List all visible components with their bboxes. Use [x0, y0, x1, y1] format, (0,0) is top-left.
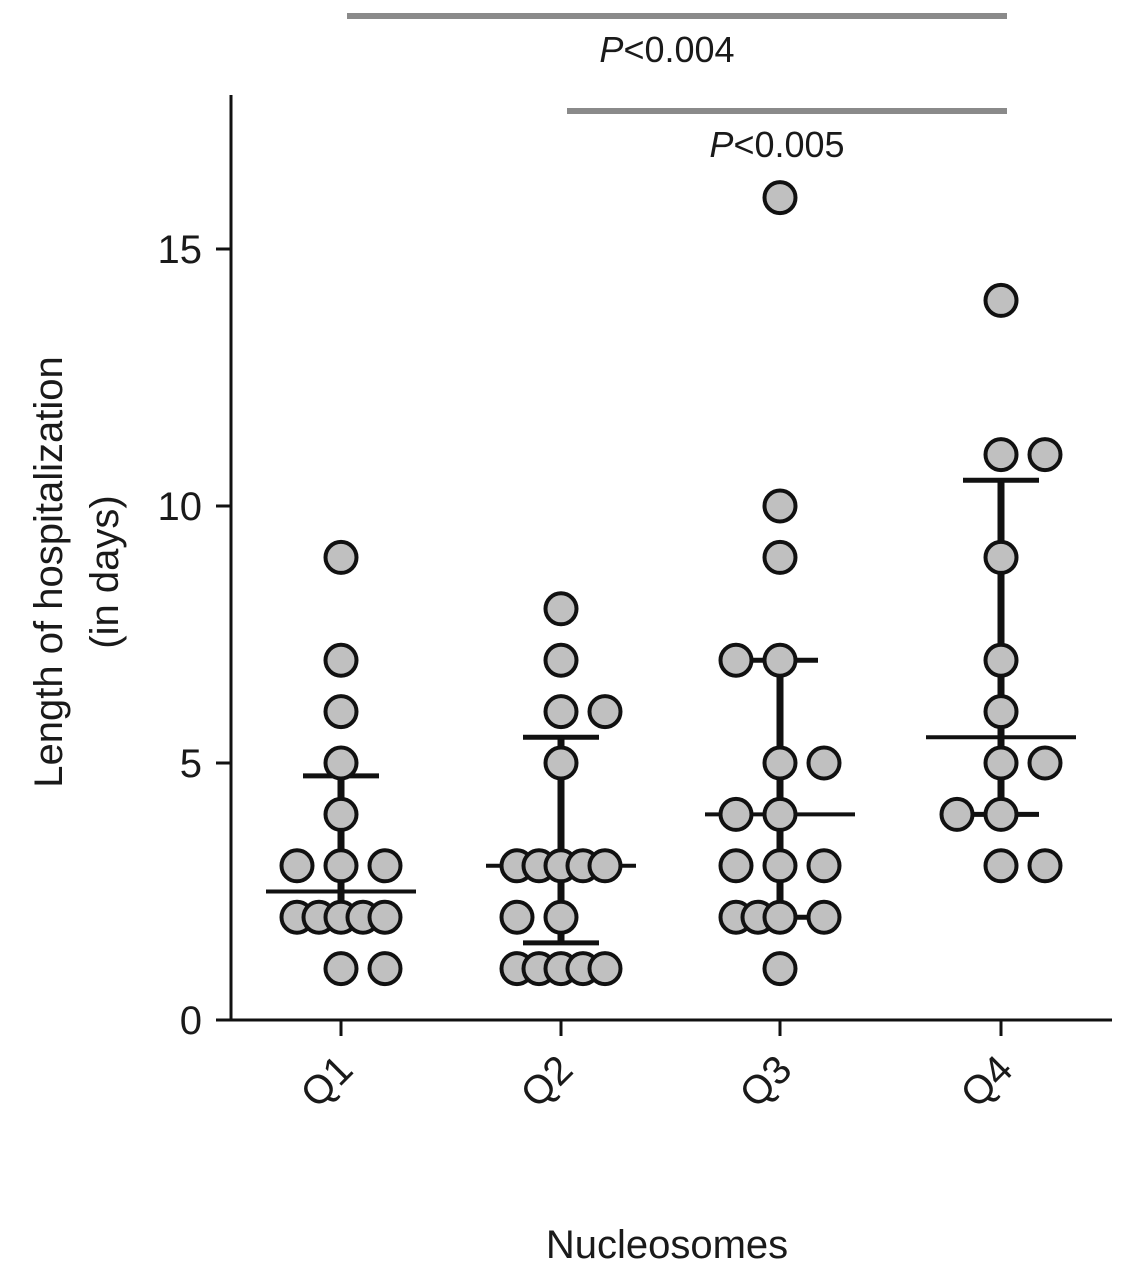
significance-q2-q4-label-value: <0.005 [733, 124, 844, 165]
data-point-q4-10 [983, 848, 1019, 884]
data-point-q4-8 [939, 796, 975, 832]
data-point-q3-5 [762, 745, 798, 781]
y-axis-title-line2: (in days) [83, 495, 127, 648]
data-point-q3-2 [762, 539, 798, 575]
data-point-q1-6 [323, 848, 359, 884]
y-tick-label-0: 0 [180, 999, 202, 1043]
y-tick-label-10: 10 [158, 485, 203, 529]
significance-q1-q4-label-value: <0.004 [623, 29, 734, 70]
x-axis-title: Nucleosomes [546, 1223, 788, 1267]
data-point-q1-13 [323, 951, 359, 987]
data-point-q4-4 [983, 642, 1019, 678]
data-point-q4-5 [983, 694, 1019, 730]
data-point-q1-1 [323, 642, 359, 678]
data-point-q2-3 [587, 694, 623, 730]
data-point-q3-7 [718, 796, 754, 832]
data-point-q4-9 [983, 796, 1019, 832]
y-tick-label-15: 15 [158, 228, 203, 272]
data-point-q3-15 [806, 899, 842, 935]
y-ticks: 0 5 10 15 [158, 228, 231, 1043]
data-point-q4-7 [1027, 745, 1063, 781]
data-point-q4-1 [983, 437, 1019, 473]
data-point-q3-10 [762, 848, 798, 884]
data-point-q2-9 [587, 848, 623, 884]
x-tick-label-q1: Q1 [293, 1047, 362, 1116]
data-point-q1-3 [323, 745, 359, 781]
data-point-q3-0 [762, 180, 798, 216]
data-point-q2-0 [543, 591, 579, 627]
data-points [279, 180, 1063, 987]
significance-q1-q4-label-p: P [599, 29, 623, 70]
data-point-q4-2 [1027, 437, 1063, 473]
data-point-q3-3 [718, 642, 754, 678]
data-point-q2-10 [499, 899, 535, 935]
data-point-q1-5 [279, 848, 315, 884]
data-point-q2-4 [543, 745, 579, 781]
data-point-q4-0 [983, 282, 1019, 318]
y-axis-title: Length of hospitalization (in days) [27, 356, 127, 787]
data-point-q3-4 [762, 642, 798, 678]
data-point-q1-2 [323, 694, 359, 730]
data-point-q3-1 [762, 488, 798, 524]
significance-q2-q4-label: P<0.005 [709, 124, 844, 165]
data-point-q3-14 [762, 899, 798, 935]
data-point-q4-11 [1027, 848, 1063, 884]
x-tick-label-q3: Q3 [732, 1047, 801, 1116]
data-point-q1-4 [323, 796, 359, 832]
y-axis-title-line1: Length of hospitalization [27, 356, 71, 787]
data-point-q2-1 [543, 642, 579, 678]
data-point-q1-7 [367, 848, 403, 884]
data-point-q3-9 [718, 848, 754, 884]
data-point-q3-8 [762, 796, 798, 832]
data-point-q1-14 [367, 951, 403, 987]
data-point-q4-3 [983, 539, 1019, 575]
data-point-q3-6 [806, 745, 842, 781]
data-point-q1-0 [323, 539, 359, 575]
axes [229, 95, 1112, 1022]
data-point-q3-16 [762, 951, 798, 987]
x-tick-label-q2: Q2 [513, 1047, 582, 1116]
data-point-q1-12 [367, 899, 403, 935]
data-point-q3-11 [806, 848, 842, 884]
data-point-q2-11 [543, 899, 579, 935]
data-point-q2-2 [543, 694, 579, 730]
significance-q2-q4-label-p: P [709, 124, 733, 165]
x-tick-label-q4: Q4 [953, 1047, 1022, 1116]
x-ticks: Q1 Q2 Q3 Q4 [293, 1020, 1022, 1116]
data-point-q2-16 [587, 951, 623, 987]
y-tick-label-5: 5 [180, 742, 202, 786]
significance-q1-q4-label: P<0.004 [599, 29, 734, 70]
data-point-q4-6 [983, 745, 1019, 781]
